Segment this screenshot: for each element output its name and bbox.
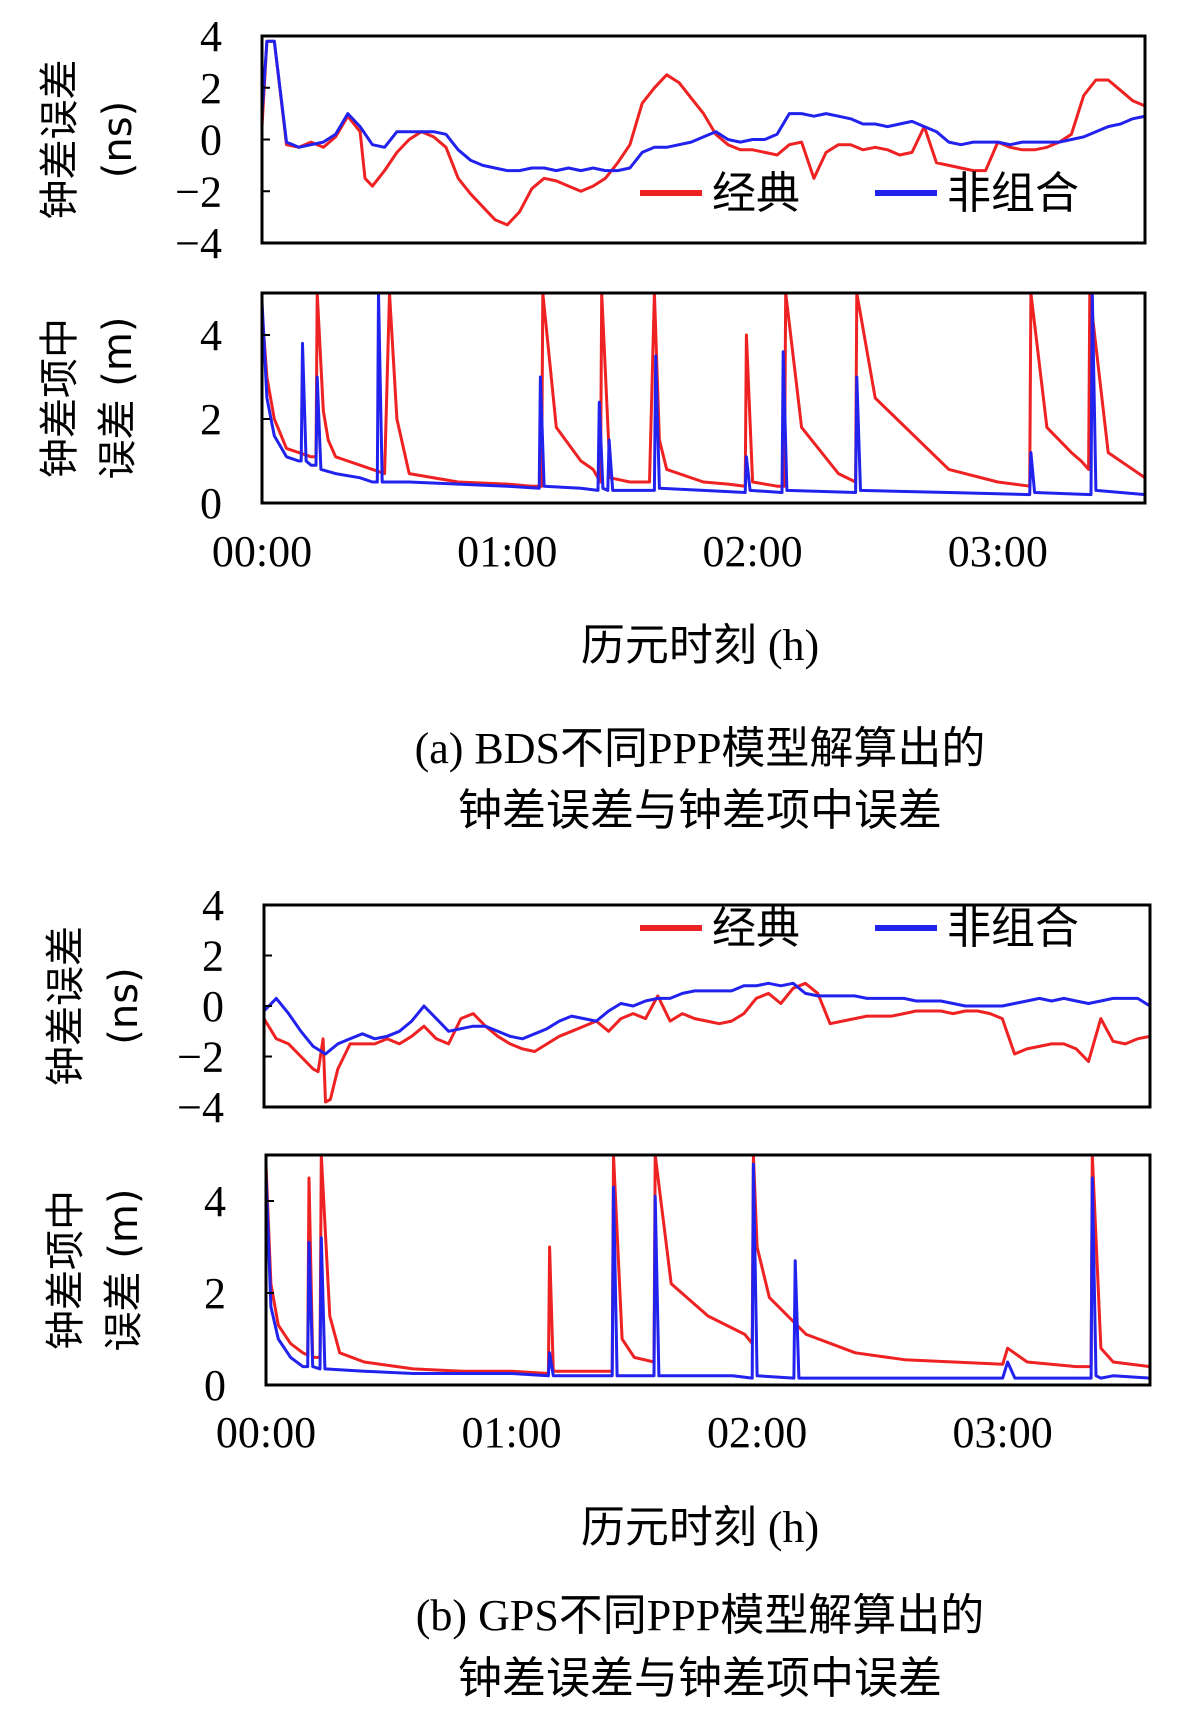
y-tick-label: 4 bbox=[200, 12, 222, 61]
series-line-uncombined bbox=[262, 39, 1145, 173]
legend-label: 经典 bbox=[712, 903, 800, 954]
x-tick-label: 00:00 bbox=[212, 527, 312, 576]
plot-frame bbox=[260, 291, 1147, 505]
y-axis-title: 误差 (m) bbox=[95, 317, 141, 480]
y-tick-label: 0 bbox=[202, 982, 224, 1031]
figure-caption: (b) GPS不同PPP模型解算出的 bbox=[416, 1591, 984, 1640]
x-axis-title: 历元时刻 (h) bbox=[581, 1503, 819, 1552]
y-tick-label: 4 bbox=[202, 881, 224, 930]
y-tick-label: −2 bbox=[175, 167, 222, 216]
y-axis-title: 钟差项中 bbox=[43, 1190, 89, 1350]
x-tick-label: 02:00 bbox=[702, 527, 802, 576]
legend: 经典 非组合 bbox=[640, 903, 1079, 954]
y-axis-title: (ns) bbox=[101, 967, 147, 1044]
plot-frame bbox=[264, 1153, 1152, 1387]
y-tick-label: 2 bbox=[202, 932, 224, 981]
x-axis-title: 历元时刻 (h) bbox=[581, 621, 819, 670]
y-axis-title: 钟差项中 bbox=[37, 318, 83, 478]
series-line-classic bbox=[264, 981, 1150, 1104]
y-tick-label: 4 bbox=[204, 1177, 226, 1226]
y-tick-label: 2 bbox=[200, 395, 222, 444]
plot-area bbox=[262, 39, 1145, 227]
series-line-classic bbox=[262, 39, 1145, 227]
legend-label: 非组合 bbox=[947, 903, 1079, 954]
legend-label: 经典 bbox=[712, 168, 800, 219]
x-tick-label: 01:00 bbox=[461, 1408, 561, 1457]
y-tick-label: 0 bbox=[204, 1361, 226, 1410]
x-tick-label: 03:00 bbox=[953, 1408, 1053, 1457]
plot-area bbox=[262, 293, 1145, 497]
y-axis-title: 钟差误差 bbox=[37, 60, 83, 220]
series-line-uncombined bbox=[266, 1162, 1150, 1380]
legend: 经典 非组合 bbox=[640, 168, 1079, 219]
figure-caption: 钟差误差与钟差项中误差 bbox=[458, 1654, 942, 1703]
series-line-classic bbox=[262, 293, 1145, 488]
y-tick-label: 2 bbox=[200, 64, 222, 113]
y-tick-label: 0 bbox=[200, 116, 222, 165]
y-tick-label: −4 bbox=[175, 219, 222, 268]
y-tick-label: −2 bbox=[177, 1033, 224, 1082]
series-line-classic bbox=[266, 1155, 1150, 1375]
figure-caption: (a) BDS不同PPP模型解算出的 bbox=[415, 724, 986, 773]
figure-caption: 钟差误差与钟差项中误差 bbox=[458, 786, 942, 835]
y-tick-label: −4 bbox=[177, 1083, 224, 1132]
plot-area bbox=[266, 1155, 1150, 1380]
series-line-uncombined bbox=[264, 981, 1150, 1056]
x-tick-label: 01:00 bbox=[457, 527, 557, 576]
y-tick-label: 4 bbox=[200, 311, 222, 360]
y-axis-title: (ns) bbox=[95, 101, 141, 178]
series-line-uncombined bbox=[262, 293, 1145, 497]
x-tick-label: 00:00 bbox=[216, 1408, 316, 1457]
x-tick-label: 02:00 bbox=[707, 1408, 807, 1457]
y-tick-label: 0 bbox=[200, 479, 222, 528]
plot-area bbox=[264, 981, 1150, 1104]
legend-label: 非组合 bbox=[947, 168, 1079, 219]
y-axis-title: 误差 (m) bbox=[101, 1189, 147, 1352]
y-axis-title: 钟差误差 bbox=[43, 926, 89, 1086]
y-tick-label: 2 bbox=[204, 1269, 226, 1318]
x-tick-label: 03:00 bbox=[948, 527, 1048, 576]
